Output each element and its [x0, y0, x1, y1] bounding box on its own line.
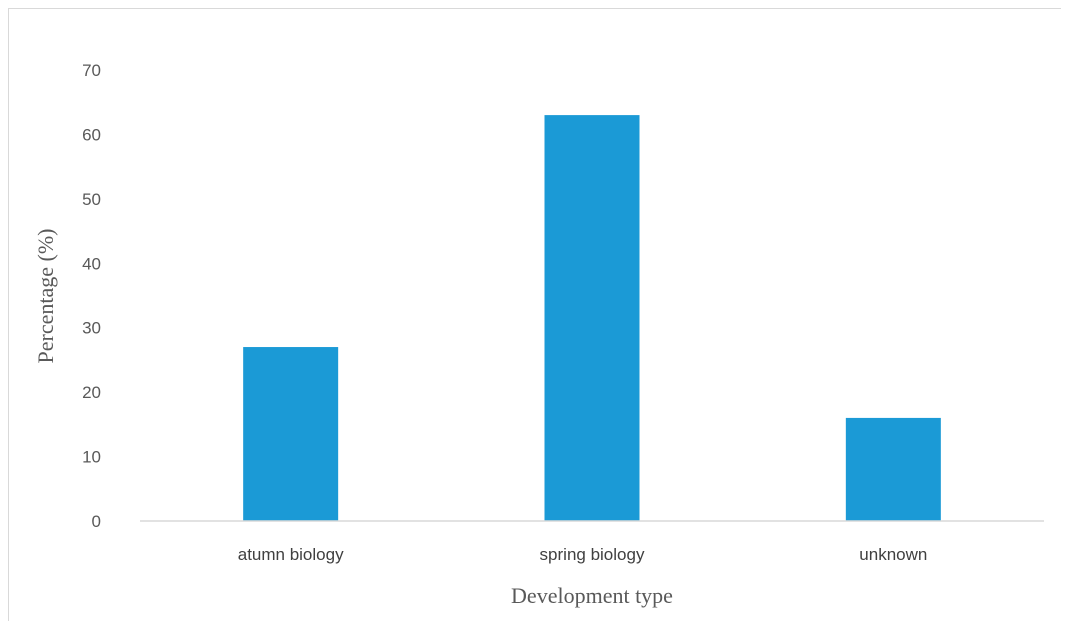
- x-tick-label: spring biology: [540, 545, 645, 564]
- bar-spring-biology: [544, 115, 640, 521]
- y-tick-label: 70: [82, 61, 101, 80]
- bars: [243, 115, 941, 521]
- x-axis-tick-labels: atumn biology spring biology unknown: [238, 545, 928, 564]
- y-tick-label: 60: [82, 125, 101, 144]
- x-axis-title: Development type: [511, 583, 673, 608]
- y-tick-label: 20: [82, 383, 101, 402]
- y-axis-title: Percentage (%): [33, 229, 58, 364]
- y-axis-ticks: 0 10 20 30 40 50 60 70: [82, 61, 101, 531]
- y-tick-label: 10: [82, 448, 101, 467]
- bar-unknown: [845, 417, 941, 521]
- y-tick-label: 40: [82, 254, 101, 273]
- x-tick-label: atumn biology: [238, 545, 344, 564]
- y-tick-label: 0: [92, 512, 101, 531]
- x-tick-label: unknown: [859, 545, 927, 564]
- y-tick-label: 50: [82, 190, 101, 209]
- bar-atumn-biology: [243, 347, 339, 521]
- y-tick-label: 30: [82, 319, 101, 338]
